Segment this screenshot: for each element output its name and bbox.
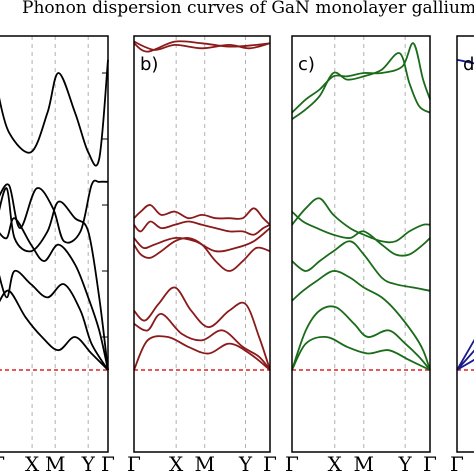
panel-label: d xyxy=(463,54,474,75)
panel-label: b) xyxy=(140,54,158,75)
x-tick-label: Γ xyxy=(0,452,5,474)
dispersion-branch xyxy=(291,52,431,120)
x-tick-label: Γ xyxy=(101,452,115,474)
dispersion-branch xyxy=(291,197,431,244)
dispersion-branch xyxy=(456,338,474,371)
chart-title: Phonon dispersion curves of GaN monolaye… xyxy=(22,0,474,18)
dispersion-branch xyxy=(0,289,109,371)
dispersion-branch xyxy=(133,227,271,253)
x-tick-label: X xyxy=(25,452,40,474)
panel-frame xyxy=(0,35,109,453)
panel-label: c) xyxy=(298,54,315,75)
x-tick-label: Y xyxy=(238,452,253,474)
x-tick-label: M xyxy=(354,452,374,474)
dispersion-branch xyxy=(0,187,109,371)
dispersion-branch xyxy=(0,217,109,371)
panel-2: b)Γ X M Y Γ xyxy=(127,35,277,474)
dispersion-branch xyxy=(0,179,109,244)
x-tick-label: Y xyxy=(398,452,413,474)
x-tick-label: Y xyxy=(81,452,96,474)
dispersion-branch xyxy=(133,204,271,226)
dispersion-branch xyxy=(133,236,271,272)
dispersion-branch xyxy=(291,335,431,371)
x-tick-label: Γ xyxy=(263,452,277,474)
x-tick-label: Γ xyxy=(423,452,437,474)
dispersion-branch xyxy=(291,270,431,371)
panel-frame xyxy=(456,35,474,453)
dispersion-branch xyxy=(133,313,271,371)
dispersion-branch xyxy=(133,286,271,371)
panel-3: c)Γ X M Y Γ xyxy=(285,35,437,474)
panel-4: dΓXMYΓ xyxy=(450,35,474,474)
panel-frame xyxy=(291,35,431,453)
dispersion-branch xyxy=(133,40,271,51)
dispersion-branch xyxy=(133,335,271,371)
dispersion-branch xyxy=(133,40,271,53)
dispersion-branch xyxy=(291,210,431,257)
panel-frame xyxy=(133,35,271,453)
dispersion-branch xyxy=(291,305,431,371)
dispersion-branch xyxy=(0,59,109,167)
dispersion-branch xyxy=(0,269,109,371)
x-tick-label: Γ xyxy=(127,452,141,474)
x-tick-label: X xyxy=(169,452,184,474)
x-tick-label: M xyxy=(45,452,65,474)
x-tick-label: Γ xyxy=(450,452,464,474)
x-tick-label: M xyxy=(194,452,214,474)
dispersion-branch xyxy=(291,240,431,292)
dispersion-branch xyxy=(133,220,271,236)
x-tick-label: X xyxy=(328,452,343,474)
x-tick-label: Γ xyxy=(285,452,299,474)
dispersion-branch xyxy=(291,42,431,114)
